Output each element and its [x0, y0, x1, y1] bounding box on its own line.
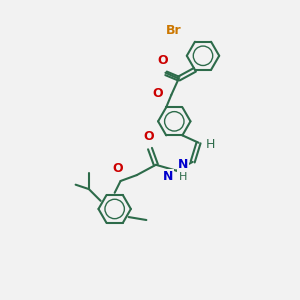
Text: H: H — [206, 138, 215, 151]
Text: O: O — [152, 87, 163, 100]
Text: O: O — [143, 130, 154, 143]
Text: O: O — [157, 54, 168, 68]
Text: H: H — [179, 172, 187, 182]
Text: N: N — [178, 158, 188, 171]
Text: N: N — [163, 170, 174, 183]
Text: O: O — [112, 161, 123, 175]
Text: Br: Br — [166, 24, 182, 37]
